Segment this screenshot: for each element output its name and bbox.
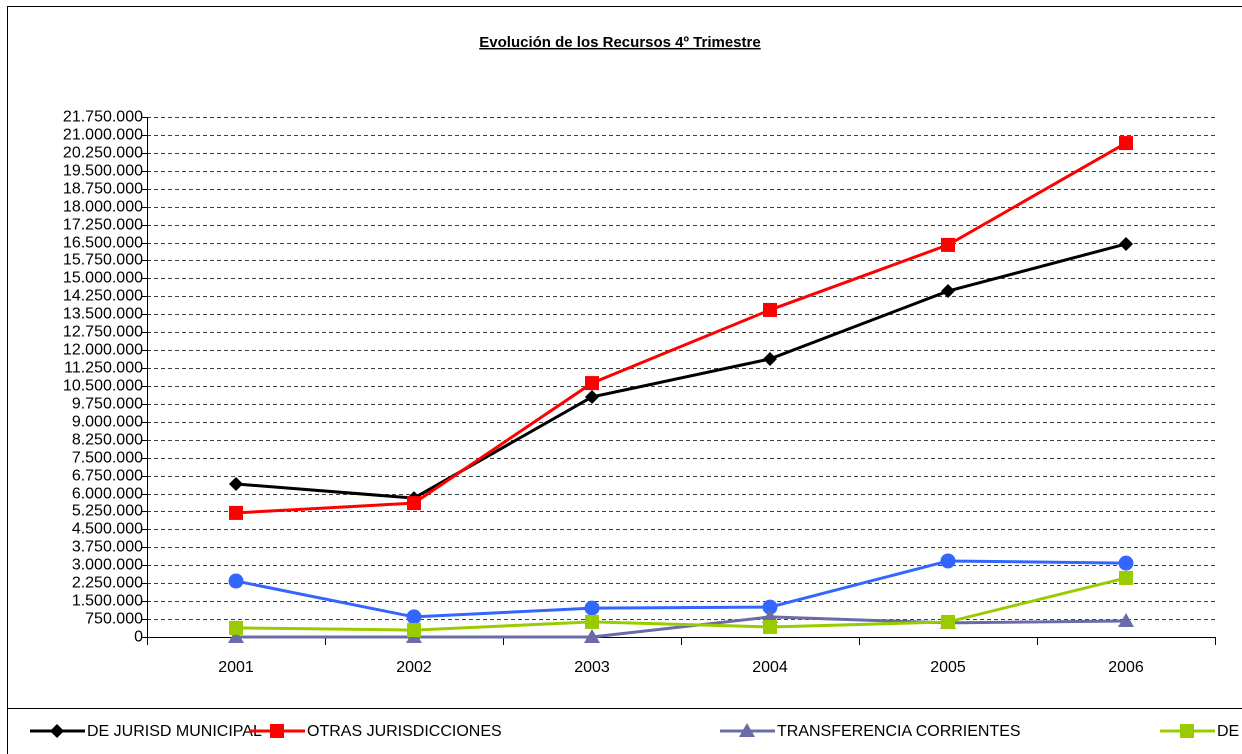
y-tick-label: 3.000.000	[72, 557, 143, 574]
marker	[585, 614, 599, 629]
x-tick-label: 2002	[396, 659, 432, 676]
x-tick-label: 2006	[1108, 659, 1144, 676]
y-tick-label: 14.250.000	[63, 288, 143, 305]
y-tick-label: 4.500.000	[72, 521, 143, 538]
marker	[1119, 570, 1133, 585]
legend-label: DE	[1217, 723, 1239, 740]
marker	[762, 608, 778, 623]
series-line	[235, 141, 1127, 515]
y-tick-label: 6.000.000	[72, 486, 143, 503]
y-tick-label: 18.000.000	[63, 199, 143, 216]
legend-label: TRANSFERENCIA CORRIENTES	[777, 723, 1021, 740]
marker	[228, 629, 244, 643]
marker	[584, 600, 600, 616]
x-tick-label: 2003	[574, 659, 610, 676]
y-tick-label: 10.500.000	[63, 378, 143, 395]
marker	[585, 389, 599, 404]
marker	[229, 620, 243, 635]
y-tick-label: 9.000.000	[72, 414, 143, 431]
marker	[270, 724, 284, 738]
marker	[1119, 136, 1133, 151]
marker	[762, 599, 778, 615]
marker	[406, 609, 422, 625]
marker	[763, 351, 777, 366]
legend-box	[7, 708, 1242, 754]
y-tick-label: 16.500.000	[63, 235, 143, 252]
marker	[228, 573, 244, 589]
y-tick-label: 5.250.000	[72, 503, 143, 520]
chart-title: Evolución de los Recursos 4º Trimestre	[479, 34, 760, 51]
x-tick-label: 2004	[752, 659, 788, 676]
legend-label: DE JURISD MUNICIPAL	[87, 723, 262, 740]
marker	[229, 505, 243, 520]
marker	[1118, 612, 1134, 627]
series-line	[236, 615, 1127, 639]
y-tick-label: 15.750.000	[63, 252, 143, 269]
chart-frame	[7, 6, 1242, 754]
y-tick-label: 19.500.000	[63, 163, 143, 180]
marker	[1118, 555, 1134, 571]
y-tick-label: 20.250.000	[63, 145, 143, 162]
y-tick-label: 12.750.000	[63, 324, 143, 341]
marker	[739, 723, 755, 737]
marker	[763, 619, 777, 634]
series-line	[235, 559, 1127, 619]
marker	[584, 629, 600, 643]
y-tick-label: 18.750.000	[63, 181, 143, 198]
y-tick-label: 0	[134, 629, 143, 646]
y-tick-label: 21.000.000	[63, 127, 143, 144]
y-tick-label: 11.250.000	[64, 360, 143, 377]
marker	[941, 614, 955, 629]
series-line	[235, 242, 1127, 500]
marker	[585, 376, 599, 391]
y-tick-label: 9.750.000	[72, 396, 143, 413]
y-tick-label: 21.750.000	[63, 109, 143, 126]
marker	[941, 237, 955, 252]
y-tick-label: 2.250.000	[72, 575, 143, 592]
marker	[940, 553, 956, 569]
y-tick-label: 15.000.000	[63, 270, 143, 287]
y-tick-label: 1.500.000	[72, 593, 143, 610]
y-tick-label: 6.750.000	[72, 468, 143, 485]
y-tick-label: 3.750.000	[72, 539, 143, 556]
marker	[407, 623, 421, 638]
y-tick-label: 17.250.000	[63, 217, 143, 234]
marker	[763, 302, 777, 317]
marker	[1180, 724, 1194, 738]
marker	[229, 476, 243, 491]
y-tick-label: 7.500.000	[72, 450, 143, 467]
y-tick-label: 8.250.000	[72, 432, 143, 449]
y-tick-label: 13.500.000	[63, 306, 143, 323]
x-tick-label: 2001	[218, 659, 254, 676]
marker	[1119, 236, 1133, 251]
marker	[941, 284, 955, 299]
y-tick-label: 750.000	[85, 611, 143, 628]
x-tick-label: 2005	[930, 659, 966, 676]
marker	[407, 496, 421, 511]
y-tick-label: 12.000.000	[63, 342, 143, 359]
marker	[50, 724, 64, 738]
series-line	[235, 576, 1127, 632]
legend-label: OTRAS JURISDICCIONES	[307, 723, 502, 740]
